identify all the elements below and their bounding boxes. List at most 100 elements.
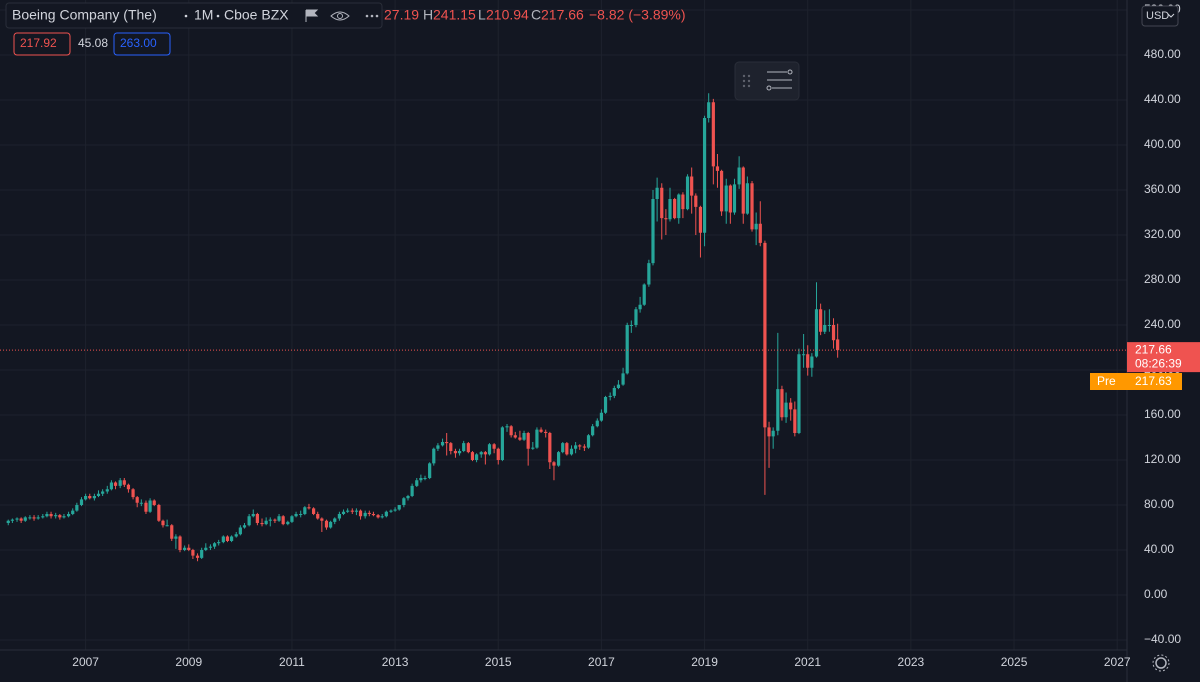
candle-body [432,448,436,464]
interval: 1M [194,7,213,23]
candle-body [92,495,96,499]
candle-body [329,521,333,528]
pre-label: Pre [1097,374,1116,388]
candle-body [15,518,19,520]
candle-body [118,480,122,486]
candle-body [629,325,633,326]
x-tick-label: 2019 [691,655,718,669]
candle-body [655,187,659,200]
pre-price-bg [1127,373,1182,390]
candle-body [436,445,440,449]
candle-body [419,477,423,481]
settings-icon[interactable] [1152,654,1170,672]
candle-body [793,409,797,433]
y-tick-label: 360.00 [1144,182,1181,196]
candle-body [234,534,238,537]
candle-body [616,384,621,388]
candle-body [264,520,268,525]
grid [0,0,1127,650]
candle-body [105,489,109,492]
candle-body [299,513,303,515]
candle-body [58,515,62,518]
candle-body [337,513,341,519]
candle-body [487,444,492,455]
candle-body [286,521,290,525]
candle-body [75,504,79,511]
candle-body [79,499,84,505]
candle-body [634,309,638,325]
x-tick-label: 2009 [175,655,202,669]
open-value: 27.19 [384,7,419,23]
candle-body [41,516,45,518]
y-tick-label: 240.00 [1144,317,1181,331]
candle-body [88,495,92,499]
candle-body [750,183,754,230]
candle-body [802,354,806,356]
candle-body [702,118,707,233]
candle-body [363,512,367,517]
candle-body [260,522,264,525]
candle-body [229,536,234,541]
candle-body [71,510,75,514]
currency[interactable]: USD [1146,10,1169,22]
candle-body [565,443,569,455]
candle-body [174,536,178,539]
candle-body [358,510,363,517]
candle-body [599,412,604,421]
candle-body [406,495,410,499]
candle-body [677,194,681,219]
candle-body [371,513,376,516]
candle-body [281,516,285,525]
y-tick-label: 280.00 [1144,272,1181,286]
indicator-box[interactable] [113,32,171,56]
candle-body [518,437,522,440]
candle-body [96,493,101,496]
eye-icon[interactable] [330,11,350,21]
candle-body [457,450,462,454]
candle-body [268,519,272,521]
candle-body [535,429,539,448]
candle-body [217,542,221,544]
candle-body [578,445,582,447]
x-tick-label: 2021 [794,655,821,669]
time-axis: 2007 2009 2011 2013 2015 2017 2019 2021 2023 2025… [72,655,1131,669]
last-price-box: 217.66 08:26:39 [1127,342,1200,373]
candle-body [157,504,161,521]
candle-body [225,536,230,541]
candle-body [574,445,578,449]
low-label: L [478,7,486,23]
floating-toolbar[interactable] [734,61,800,101]
candle-body [741,167,745,214]
candle-body [806,354,810,368]
candle-body [242,525,247,528]
candle-body [6,520,10,523]
candle-body [557,452,561,466]
candle-body [277,516,281,521]
candle-body [707,102,711,119]
candle-body [54,515,58,517]
candle-body [204,547,208,550]
separator [216,14,220,18]
candle-body [208,546,213,548]
candle-body [178,536,182,550]
y-tick-label: 40.00 [1144,542,1174,556]
currency-button[interactable] [1141,5,1179,27]
candle-body [552,462,556,466]
candle-body [212,543,217,547]
candle-body [346,510,350,512]
candle-body [307,507,311,509]
candle-body [539,429,543,432]
high-label: H [423,7,433,23]
candle-body [113,482,118,486]
candle-body [715,166,720,171]
candle-body [10,519,14,521]
indicator-box[interactable] [13,32,71,56]
candle-body [569,448,574,455]
candle-body [522,432,526,440]
flag-icon[interactable] [305,9,319,22]
x-tick-label: 2015 [485,655,512,669]
more-icon[interactable] [365,14,379,18]
candle-body [23,517,27,521]
candle-body [724,185,728,212]
candle-body [423,477,427,479]
